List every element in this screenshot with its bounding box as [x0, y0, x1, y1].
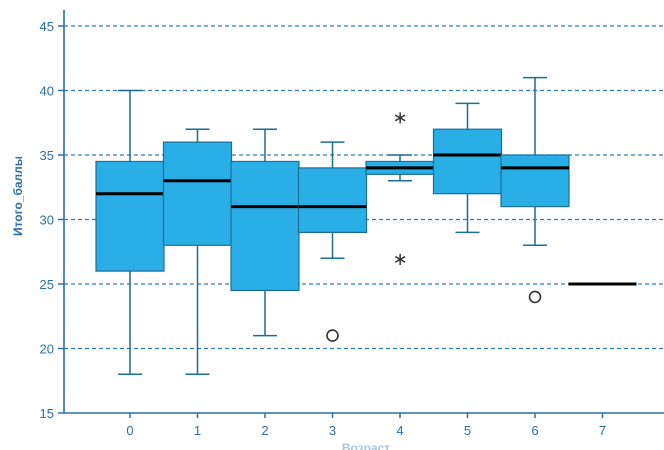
box-2	[230, 128, 300, 337]
y-tick-label: 35	[40, 148, 54, 163]
box-6	[500, 76, 570, 247]
box-iqr	[432, 128, 503, 195]
x-tick-label: 2	[261, 423, 268, 438]
outlier-circle	[326, 329, 339, 342]
x-tick-label: 6	[531, 423, 538, 438]
x-axis-label: Возраст	[342, 441, 390, 450]
box-1	[162, 128, 233, 376]
box-iqr	[95, 160, 165, 272]
box-iqr	[297, 167, 368, 233]
y-tick-label: 45	[40, 19, 54, 34]
outliers: ∗∗	[326, 107, 542, 342]
box-iqr	[500, 154, 570, 208]
box-3	[297, 141, 368, 259]
box-4	[365, 154, 435, 182]
x-tick-label: 1	[194, 423, 201, 438]
box-iqr	[162, 141, 233, 246]
y-tick-label: 20	[40, 342, 54, 357]
box-iqr	[230, 160, 300, 292]
outlier-star: ∗	[392, 249, 407, 270]
outlier-circle	[528, 290, 542, 304]
y-tick-label: 30	[40, 213, 54, 228]
y-axis-label: Итого_баллы	[11, 156, 25, 236]
y-tick-label: 40	[40, 84, 54, 99]
box-0	[95, 89, 165, 376]
x-tick-label: 0	[126, 423, 133, 438]
y-tick-label: 15	[40, 406, 54, 421]
x-tick-label: 4	[396, 423, 403, 438]
x-tick-label: 3	[329, 423, 336, 438]
boxes	[95, 76, 637, 376]
outlier-star: ∗	[392, 107, 407, 128]
x-tick-label: 5	[464, 423, 471, 438]
y-tick-label: 25	[40, 277, 54, 292]
x-tick-label: 7	[599, 423, 606, 438]
box-5	[432, 102, 503, 234]
